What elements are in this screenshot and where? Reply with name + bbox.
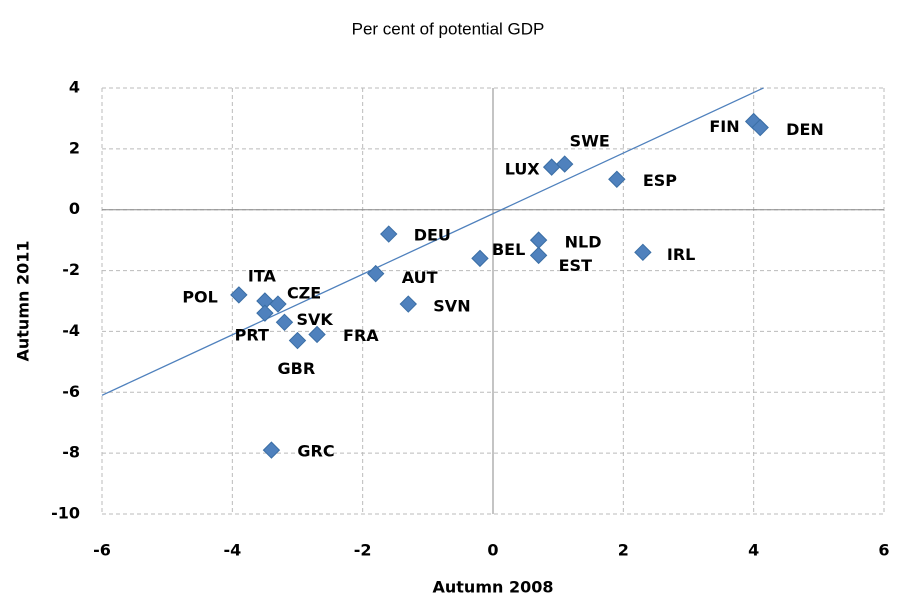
y-tick-label: 2 [69, 138, 80, 157]
y-tick-label: 4 [69, 78, 80, 97]
data-point [751, 118, 769, 137]
x-tick-label: -6 [93, 541, 111, 560]
data-point [308, 325, 326, 344]
point-label: IRL [667, 245, 695, 264]
data-point [608, 170, 626, 188]
data-point [269, 295, 287, 313]
point-label: SVN [433, 297, 470, 316]
point-label: SWE [570, 132, 610, 151]
data-point [529, 246, 548, 265]
chart-title: Per cent of potential GDP [352, 19, 545, 38]
point-label: BEL [492, 240, 525, 259]
x-tick-label: 6 [878, 541, 889, 560]
point-label: FIN [709, 117, 739, 136]
x-tick-label: 4 [748, 541, 759, 560]
point-label: SVK [296, 310, 333, 329]
point-label: PRT [235, 326, 269, 345]
data-point [366, 264, 385, 283]
point-label: DEN [786, 120, 824, 139]
x-axis-label: Autumn 2008 [433, 578, 554, 597]
y-tick-label: -2 [62, 260, 80, 279]
data-point [380, 225, 398, 243]
data-point [256, 304, 274, 322]
point-label: EST [559, 256, 592, 275]
point-label: POL [182, 287, 218, 306]
point-label: LUX [505, 160, 541, 179]
y-tick-label: -6 [62, 382, 80, 401]
point-label: NLD [565, 233, 602, 252]
trendline [101, 87, 764, 396]
data-point [230, 286, 248, 304]
x-tick-label: 2 [618, 541, 629, 560]
y-tick-label: -8 [62, 443, 80, 462]
data-point [471, 249, 489, 268]
y-axis-label: Autumn 2011 [14, 241, 33, 362]
x-tick-label: -2 [354, 541, 372, 560]
point-label: DEU [414, 226, 451, 245]
point-label: CZE [287, 284, 321, 303]
point-label: GBR [278, 359, 316, 378]
data-point [262, 441, 281, 459]
x-tick-label: -4 [223, 541, 241, 560]
y-tick-label: -10 [51, 504, 80, 523]
data-point [288, 331, 307, 350]
y-tick-label: 0 [69, 199, 80, 218]
data-point [555, 155, 574, 173]
point-label: ITA [248, 267, 277, 286]
data-point [529, 231, 548, 249]
y-tick-label: -4 [62, 321, 80, 340]
point-label: ESP [643, 171, 677, 190]
data-point [399, 295, 417, 313]
data-point [634, 243, 652, 262]
point-label: AUT [402, 268, 438, 287]
point-label: GRC [297, 442, 334, 461]
point-label: FRA [343, 326, 379, 345]
data-point [275, 313, 294, 332]
x-tick-label: 0 [487, 541, 498, 560]
data-point [542, 158, 561, 176]
